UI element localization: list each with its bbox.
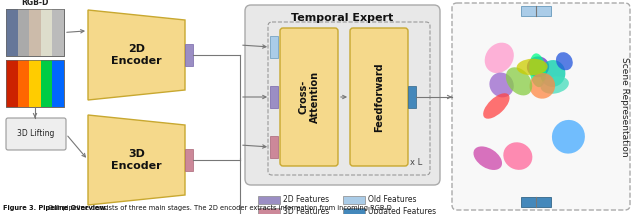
Bar [29,9,41,56]
Ellipse shape [516,59,548,75]
Ellipse shape [483,93,509,119]
Text: 3D Lifting: 3D Lifting [17,129,54,138]
Text: Our pipeline consists of three main stages. The 2D encoder extracts information : Our pipeline consists of three main stag… [46,205,392,211]
FancyBboxPatch shape [245,5,440,185]
Text: 2D Features: 2D Features [283,196,329,205]
Text: Scene Representation: Scene Representation [621,57,630,156]
Bar [270,136,278,158]
FancyBboxPatch shape [280,28,338,166]
Text: Feedforward: Feedforward [374,62,384,132]
FancyBboxPatch shape [452,3,630,210]
Bar [6,60,18,107]
Bar [41,60,52,107]
Bar [52,9,64,56]
Bar [185,44,193,66]
Bar [343,196,365,204]
Bar [521,197,551,207]
Bar [270,36,278,58]
Bar [185,149,193,171]
Ellipse shape [529,53,546,87]
Bar [29,60,41,107]
Bar [6,60,64,107]
Ellipse shape [541,76,569,94]
Bar [6,60,64,107]
Bar [6,9,64,56]
Ellipse shape [552,120,585,154]
Text: RGB-D: RGB-D [21,0,49,7]
Ellipse shape [506,67,532,95]
Ellipse shape [529,73,555,99]
Polygon shape [88,115,185,205]
Bar [18,9,29,56]
Text: Updated Features: Updated Features [368,208,436,214]
Text: Cross-
Attention: Cross- Attention [298,71,320,123]
Text: 2D
Encoder: 2D Encoder [111,44,162,66]
Bar [52,60,64,107]
Ellipse shape [556,52,573,70]
Polygon shape [88,10,185,100]
Text: 3D
Encoder: 3D Encoder [111,149,162,171]
Ellipse shape [540,60,565,87]
Bar [258,196,280,204]
Bar [270,86,278,108]
Bar [6,9,18,56]
Ellipse shape [503,142,532,170]
Bar [408,86,416,108]
Ellipse shape [484,43,514,73]
Ellipse shape [527,56,549,77]
Text: Old Features: Old Features [368,196,417,205]
Text: x L: x L [410,158,422,167]
Bar [18,60,29,107]
Text: 3D Features: 3D Features [283,208,329,214]
Text: Temporal Expert: Temporal Expert [291,13,394,23]
Bar [6,9,64,56]
Ellipse shape [490,73,514,97]
Text: Figure 3. Pipeline Overview:: Figure 3. Pipeline Overview: [3,205,108,211]
Bar [343,208,365,214]
Bar [258,208,280,214]
Bar [41,9,52,56]
FancyBboxPatch shape [350,28,408,166]
Ellipse shape [474,146,502,170]
FancyBboxPatch shape [6,118,66,150]
Bar [521,6,551,16]
